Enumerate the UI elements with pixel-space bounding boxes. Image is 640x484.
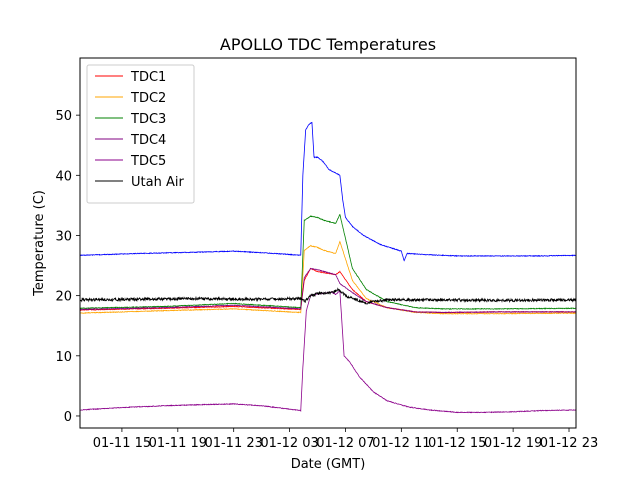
y-tick-label: 40 [55, 169, 72, 184]
series-line-tdc2 [80, 240, 576, 315]
x-tick-label: 01-12 23 [540, 436, 598, 451]
series-line-utah-air [80, 287, 576, 305]
legend-label: Utah Air [131, 175, 184, 190]
legend-label: TDC4 [130, 133, 166, 148]
x-tick-label: 01-12 07 [316, 436, 374, 451]
series-line-unlabeled [80, 121, 576, 262]
x-tick-label: 01-12 11 [372, 436, 430, 451]
legend-frame [86, 64, 195, 204]
x-tick-label: 01-12 15 [428, 436, 486, 451]
x-tick-label: 01-12 19 [484, 436, 542, 451]
series-line-tdc3 [80, 213, 576, 310]
x-tick-label: 01-11 23 [204, 436, 262, 451]
series-line-tdc4 [80, 268, 576, 314]
y-axis-label: Temperature (C) [32, 190, 47, 297]
chart-title: APOLLO TDC Temperatures [220, 35, 436, 54]
y-tick-label: 30 [55, 229, 72, 244]
x-tick-label: 01-11 15 [93, 436, 151, 451]
legend-label: TDC1 [130, 70, 166, 85]
x-axis-label: Date (GMT) [291, 457, 366, 472]
legend: TDC1 TDC2 TDC3 TDC4 TDC5 Utah Air [86, 64, 195, 204]
plot-area-frame [79, 57, 577, 429]
x-tick-label: 01-12 03 [260, 436, 318, 451]
legend-label: TDC2 [130, 91, 166, 106]
y-tick-label: 20 [55, 290, 72, 305]
legend-label: TDC3 [130, 112, 166, 127]
y-tick-label: 50 [55, 109, 72, 124]
y-tick-label: 10 [55, 350, 72, 365]
x-tick-label: 01-11 19 [149, 436, 207, 451]
legend-label: TDC5 [130, 154, 166, 169]
y-tick-label: 0 [64, 410, 72, 425]
